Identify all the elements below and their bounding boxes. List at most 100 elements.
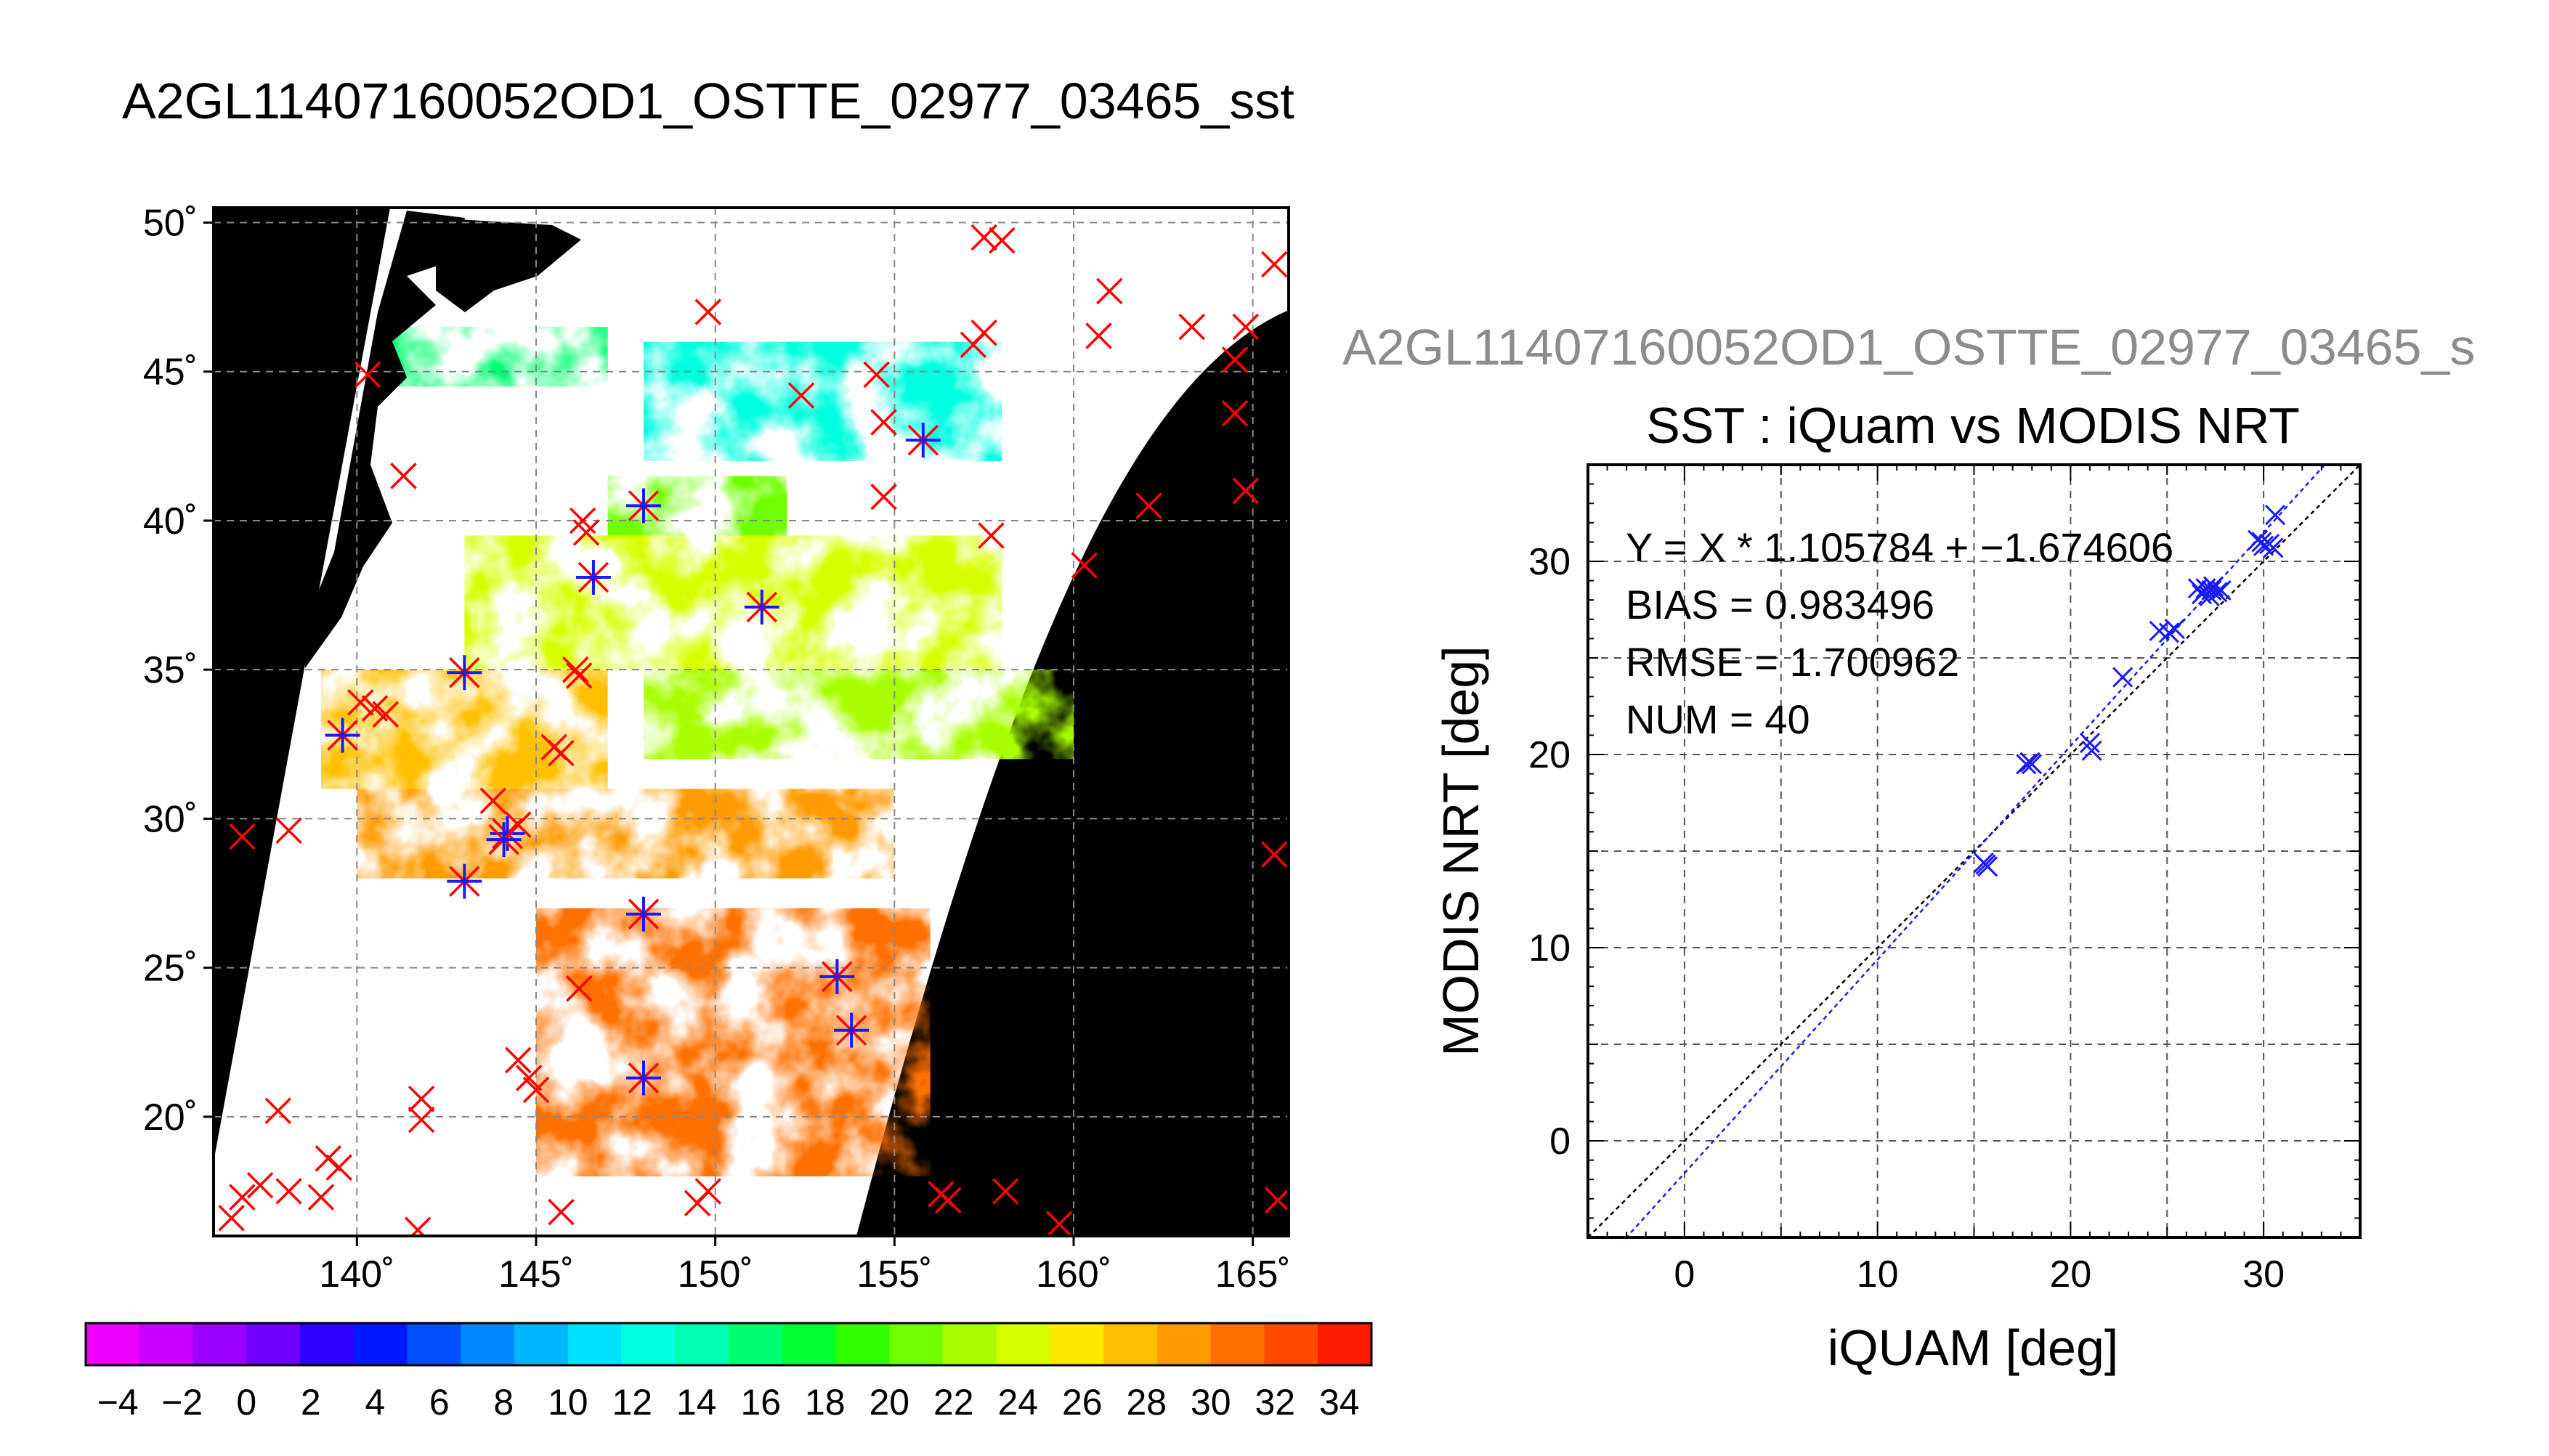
marker-stroke xyxy=(694,298,722,325)
colorbar-labels: −4 −2 0 2 4 6 8 10 12 14 16 18 20 22 24 26 28 30 32 34 xyxy=(97,1382,1360,1423)
num-label: NUM = 40 xyxy=(1626,696,1810,742)
colorbar-tick-label: 24 xyxy=(997,1382,1038,1423)
colorbar-swatch xyxy=(246,1323,301,1365)
scatter-title: SST : iQuam vs MODIS NRT xyxy=(1646,397,2300,454)
red-match-marker xyxy=(347,689,374,716)
scatter-y-tick-label: 30 xyxy=(1528,541,1571,583)
rmse-label: RMSE = 1.700962 xyxy=(1626,639,1959,685)
marker-stroke xyxy=(229,1184,256,1211)
colorbar-tick-label: 6 xyxy=(429,1382,450,1423)
land-hokkaido xyxy=(436,218,581,312)
red-match-marker xyxy=(787,382,815,409)
regression-equation: Y = X * 1.105784 + −1.674606 xyxy=(1626,524,2173,570)
colorbar-frame xyxy=(84,1322,1373,1367)
colorbar-tick-label: 32 xyxy=(1255,1382,1295,1423)
marker-stroke xyxy=(1071,552,1098,579)
red-match-marker xyxy=(1261,841,1288,868)
red-match-marker xyxy=(229,1184,256,1211)
point-stroke xyxy=(2265,505,2286,526)
point-stroke xyxy=(2016,754,2037,775)
red-match-marker xyxy=(522,1076,550,1104)
sst-region-3 xyxy=(464,535,1002,670)
map-x-tick-label: 165˚ xyxy=(1215,1253,1291,1296)
marker-stroke xyxy=(1096,277,1123,305)
point-stroke xyxy=(2019,752,2041,773)
red-match-marker xyxy=(372,701,400,728)
marker-stroke xyxy=(565,975,593,1002)
star-match-marker xyxy=(819,959,855,994)
colorbar-swatch xyxy=(1103,1323,1158,1365)
marker-stroke xyxy=(978,522,1005,549)
colorbar-tick-label: 12 xyxy=(612,1382,652,1423)
red-match-marker xyxy=(1096,277,1123,305)
star-match-marker xyxy=(325,717,360,753)
star-match-marker xyxy=(626,896,661,932)
map-y-tick-label: 25˚ xyxy=(143,948,198,990)
marker-stroke xyxy=(275,1178,302,1205)
marker-stroke xyxy=(787,382,815,409)
scatter-point xyxy=(2263,537,2284,558)
marker-stroke xyxy=(565,662,593,689)
map-y-tick-label: 50˚ xyxy=(143,203,198,245)
colorbar-tick-label: 4 xyxy=(365,1382,385,1423)
marker-stroke xyxy=(505,1046,532,1074)
scatter-point xyxy=(2081,740,2102,761)
red-match-marker xyxy=(408,1085,435,1113)
marker-stroke xyxy=(218,1205,245,1232)
figure-title: A2GL11407160052OD1_OSTTE_02977_03465_sst xyxy=(122,73,1294,129)
point-stroke xyxy=(1975,854,1996,875)
marker-stroke xyxy=(408,1106,435,1134)
colorbar-swatch xyxy=(1210,1323,1265,1365)
identity-line xyxy=(1588,465,2360,1237)
map-x-ticks: 140˚ 145˚ 150˚ 155˚ 160˚ 165˚ xyxy=(319,1236,1291,1296)
red-match-marker xyxy=(408,1106,435,1134)
red-match-marker xyxy=(1232,477,1260,505)
red-match-marker xyxy=(1046,1211,1073,1236)
scatter-grid xyxy=(1588,465,2360,1237)
scatter-y-tick-label: 20 xyxy=(1528,734,1571,776)
scatter-point xyxy=(2158,622,2179,643)
marker-stroke xyxy=(325,1154,352,1181)
star-match-marker xyxy=(486,822,522,858)
scatter-point xyxy=(2192,584,2213,605)
red-match-marker xyxy=(229,823,256,850)
marker-stroke xyxy=(522,1076,550,1104)
red-match-marker xyxy=(307,1184,335,1211)
colorbar-swatch xyxy=(567,1323,622,1365)
red-match-marker xyxy=(315,1145,342,1172)
red-match-marker xyxy=(1135,492,1162,519)
colorbar-swatch xyxy=(139,1323,193,1365)
marker-stroke xyxy=(390,463,417,489)
star-match-marker xyxy=(905,423,941,458)
red-match-marker xyxy=(935,1187,962,1213)
map-x-tick-label: 160˚ xyxy=(1036,1253,1111,1296)
colorbar-swatch xyxy=(461,1323,515,1365)
red-match-marker xyxy=(1071,552,1098,579)
scatter-annotations: Y = X * 1.105784 + −1.674606 BIAS = 0.98… xyxy=(1626,524,2173,742)
marker-stroke xyxy=(354,361,381,389)
marker-stroke xyxy=(246,1171,274,1199)
star-match-marker xyxy=(447,863,482,899)
red-match-marker xyxy=(565,975,593,1002)
sst-region-7 xyxy=(536,908,931,968)
marker-stroke xyxy=(870,409,897,436)
scatter-x-label: iQUAM [deg] xyxy=(1828,1319,2119,1376)
land-japan xyxy=(305,211,465,668)
point-stroke xyxy=(2210,579,2232,601)
point-stroke xyxy=(2079,732,2101,754)
colorbar-swatch xyxy=(675,1323,729,1365)
red-match-marker xyxy=(390,463,417,489)
marker-stroke xyxy=(1232,313,1260,341)
star-match-marker xyxy=(626,488,661,524)
scatter-y-tick-label: 0 xyxy=(1549,1121,1571,1163)
marker-stroke xyxy=(315,1145,342,1172)
marker-stroke xyxy=(229,823,256,850)
sst-region-8 xyxy=(536,967,931,1176)
sst-field xyxy=(321,327,1074,1176)
red-match-marker xyxy=(870,409,897,436)
colorbar-tick-label: 30 xyxy=(1191,1382,1231,1423)
red-match-marker xyxy=(275,1178,302,1205)
colorbar-swatch xyxy=(1157,1323,1212,1365)
colorbar-swatch xyxy=(514,1323,569,1365)
